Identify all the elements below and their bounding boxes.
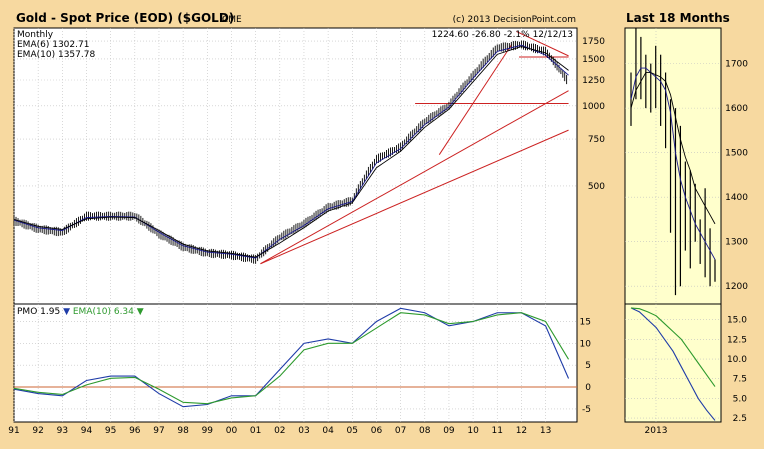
pmo-ema-legend-label: EMA(10) — [73, 307, 111, 317]
x-tick-label: 97 — [153, 426, 164, 436]
x-tick-label: 91 — [8, 426, 19, 436]
x-tick-label: 01 — [250, 426, 261, 436]
side-y-tick-label: 1400 — [725, 193, 748, 203]
x-tick-label: 00 — [226, 426, 238, 436]
ema10-legend: EMA(10) 1357.78 — [17, 50, 95, 60]
trendline-layer — [260, 31, 569, 265]
side-pmo-plot-area — [624, 303, 722, 423]
y-tick-label: 1250 — [582, 76, 605, 86]
x-tick-label: 93 — [57, 426, 68, 436]
main-title: Gold - Spot Price (EOD) ($GOLD) — [16, 11, 234, 25]
x-tick-label: 06 — [371, 426, 383, 436]
side-pmo-signal-line — [630, 307, 716, 387]
x-tick-label: 11 — [492, 426, 503, 436]
pmo-y-tick-label: 5 — [585, 361, 591, 371]
x-tick-label: 03 — [298, 426, 309, 436]
y-tick-label: 750 — [588, 135, 605, 145]
side-pmo-y-tick-label: 5.0 — [733, 394, 748, 404]
pmo-signal-line — [13, 312, 570, 405]
pmo-legend-value: 1.95 — [40, 307, 60, 317]
pmo-legend-label: PMO — [17, 307, 37, 317]
price-series-layer — [13, 40, 569, 264]
pmo-y-tick-label: -5 — [582, 405, 591, 415]
side-pmo-line — [630, 307, 716, 421]
side-title: Last 18 Months — [626, 11, 730, 25]
trendline — [438, 44, 513, 155]
arrow-down-icon: ▼ — [63, 307, 70, 317]
pmo-ema-legend-value: 6.34 — [114, 307, 134, 317]
trendline — [516, 31, 569, 57]
ema10-line — [13, 46, 569, 258]
x-tick-label: 96 — [129, 426, 141, 436]
ema6-legend: EMA(6) 1302.71 — [17, 40, 89, 50]
side-pmo-y-tick-label: 10.0 — [727, 355, 747, 365]
side-ema10-line — [630, 72, 716, 225]
ema10-legend-value: 1357.78 — [58, 50, 95, 60]
pmo-plot-area — [13, 303, 578, 423]
side-y-tick-label: 1500 — [725, 149, 748, 159]
x-tick-label: 07 — [395, 426, 406, 436]
x-tick-label: 13 — [540, 426, 551, 436]
side-y-tick-label: 1600 — [725, 104, 748, 114]
x-tick-label: 09 — [443, 426, 455, 436]
side-y-tick-label: 1700 — [725, 60, 748, 70]
side-series-layer — [630, 28, 716, 421]
side-pmo-y-tick-label: 15.0 — [727, 316, 747, 326]
x-tick-label: 92 — [32, 426, 43, 436]
ema10-legend-label: EMA(10) — [17, 50, 55, 60]
x-tick-label: 94 — [81, 426, 93, 436]
pmo-y-tick-label: 15 — [580, 317, 591, 327]
pmo-series-layer — [13, 307, 570, 408]
exchange-label: CME — [222, 15, 242, 25]
x-tick-label: 08 — [419, 426, 431, 436]
x-tick-label: 95 — [105, 426, 116, 436]
x-tick-label: 10 — [467, 426, 479, 436]
side-price-plot-area — [624, 27, 722, 305]
x-tick-label: 99 — [202, 426, 214, 436]
pmo-y-tick-label: 10 — [580, 339, 592, 349]
x-tick-label: 12 — [516, 426, 527, 436]
trendline — [260, 129, 569, 265]
x-tick-label: 04 — [322, 426, 334, 436]
price-plot-area — [13, 27, 578, 305]
y-tick-label: 1500 — [582, 55, 605, 65]
tick-label-layer: 91 92 93 94 95 96 97 98 99 00 01 02 03 04 05 06 07 08 09 10… — [8, 37, 748, 436]
pmo-legend: PMO 1.95 ▼ EMA(10) 6.34 ▼ — [17, 307, 144, 317]
last-quote: 1224.60 -26.80 -2.1% 12/12/13 — [432, 30, 573, 40]
side-pmo-y-tick-label: 7.5 — [733, 375, 747, 385]
period-label: Monthly — [17, 30, 54, 40]
y-tick-label: 500 — [588, 182, 605, 192]
y-tick-label: 1000 — [582, 102, 605, 112]
grid-layer — [13, 28, 721, 422]
side-y-tick-label: 1200 — [725, 282, 748, 292]
ema6-legend-label: EMA(6) — [17, 40, 49, 50]
x-tick-label: 05 — [347, 426, 358, 436]
copyright-text: (c) 2013 DecisionPoint.com — [453, 15, 576, 25]
pmo-y-tick-label: 0 — [585, 383, 591, 393]
x-tick-label: 98 — [177, 426, 189, 436]
side-y-tick-label: 1300 — [725, 238, 748, 248]
side-x-tick-label: 2013 — [645, 426, 668, 436]
side-pmo-y-tick-label: 2.5 — [733, 414, 747, 424]
side-ema6-line — [630, 67, 716, 260]
x-tick-label: 02 — [274, 426, 285, 436]
y-tick-label: 1750 — [582, 37, 605, 47]
ema6-line — [13, 44, 569, 259]
side-pmo-y-tick-label: 12.5 — [727, 335, 747, 345]
arrow-down-icon: ▼ — [137, 307, 144, 317]
trendline — [260, 90, 569, 265]
ema6-legend-value: 1302.71 — [52, 40, 89, 50]
